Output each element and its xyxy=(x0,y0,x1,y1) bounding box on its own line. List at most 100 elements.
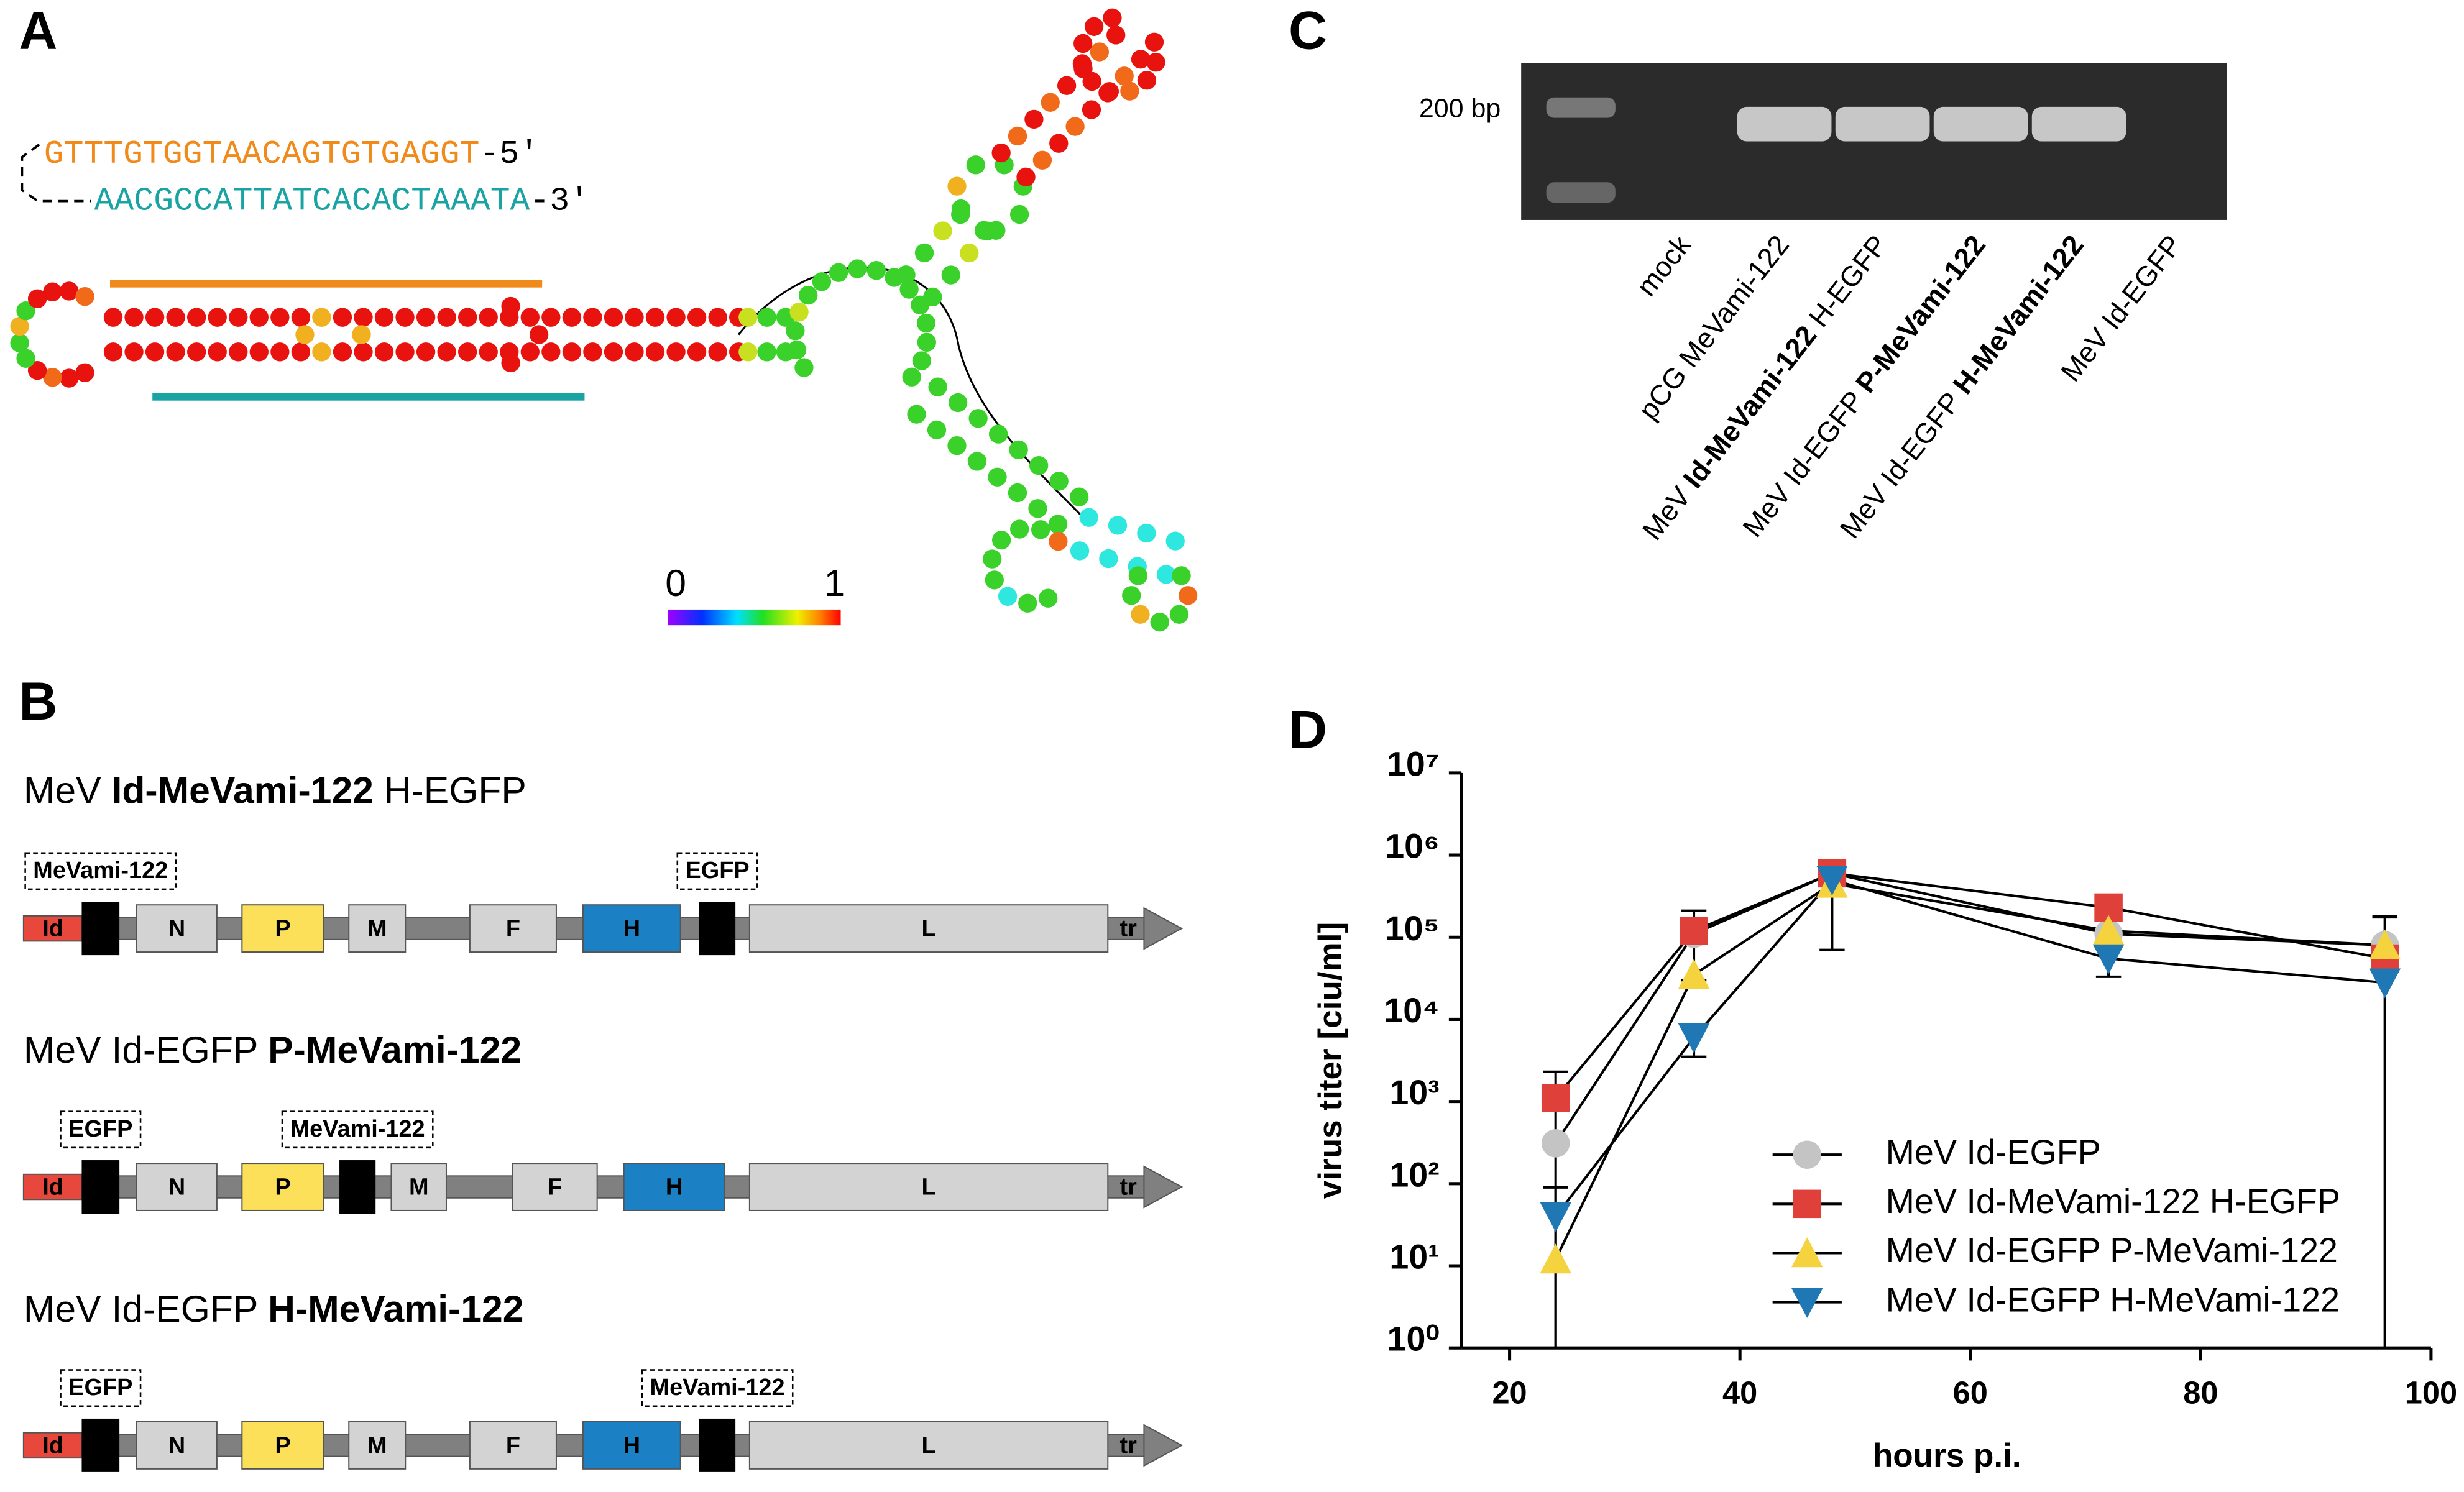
text-part: MeV Id-EGFP xyxy=(24,1028,268,1071)
nucleotide xyxy=(124,308,144,327)
nucleotide xyxy=(1146,53,1165,72)
text-part: mock xyxy=(1630,229,1697,302)
nucleotide xyxy=(988,467,1007,487)
nucleotide xyxy=(479,342,498,362)
nucleotide xyxy=(10,333,29,353)
nucleotide xyxy=(757,342,776,362)
insert-label: EGFP xyxy=(68,1375,132,1401)
nucleotide xyxy=(916,313,936,333)
nucleotide xyxy=(1057,76,1077,95)
nucleotide xyxy=(1024,109,1044,129)
x-tick-label: 40 xyxy=(1722,1375,1757,1410)
nucleotide xyxy=(947,176,967,196)
nucleotide xyxy=(1099,549,1118,569)
gene-label: tr xyxy=(1119,1432,1137,1458)
nucleotide xyxy=(604,342,623,362)
legend-label: MeV Id-EGFP H-MeVami-122 xyxy=(1886,1280,2340,1319)
gene-label: N xyxy=(168,916,185,942)
gene-box xyxy=(748,1421,1109,1470)
nucleotide xyxy=(1031,520,1050,539)
nucleotide xyxy=(1103,8,1122,27)
nucleotide xyxy=(562,308,582,327)
insert-label-box xyxy=(60,1369,142,1407)
nucleotide xyxy=(907,405,926,424)
legend-marker xyxy=(1793,1140,1822,1169)
text-part: MeV xyxy=(24,769,112,812)
gene-label: P xyxy=(275,1174,290,1201)
legend-marker xyxy=(1793,1189,1822,1219)
nucleotide xyxy=(1156,565,1176,584)
nucleotide xyxy=(395,308,415,327)
nucleotide xyxy=(666,308,686,327)
construct-title: MeV Id-EGFP P-MeVami-122 xyxy=(24,1028,522,1071)
gene-label: Id xyxy=(42,1432,63,1458)
insert-label-box xyxy=(24,852,177,890)
gel-band xyxy=(1933,106,2028,142)
nucleotide xyxy=(352,325,371,344)
nucleotide xyxy=(312,342,331,362)
nucleotide xyxy=(708,342,727,362)
nucleotide xyxy=(1009,440,1028,460)
nucleotide xyxy=(1150,612,1169,632)
rna-structure xyxy=(10,8,1198,632)
nucleotide xyxy=(1120,81,1139,101)
gene-box xyxy=(582,904,681,953)
gene-label: F xyxy=(506,1432,520,1458)
nucleotide xyxy=(43,282,62,301)
nucleotide xyxy=(187,308,206,327)
nucleotide xyxy=(187,342,206,362)
insert-box xyxy=(699,1418,736,1472)
nucleotide xyxy=(966,155,985,175)
nucleotide xyxy=(738,342,758,362)
nucleotide xyxy=(1065,117,1085,136)
nucleotide xyxy=(1028,499,1047,518)
nucleotide xyxy=(604,308,623,327)
gene-label: F xyxy=(548,1174,562,1201)
nucleotide xyxy=(625,308,644,327)
gel-band xyxy=(1835,106,1930,142)
panel-label: D xyxy=(1289,700,1327,759)
nucleotide xyxy=(933,221,952,240)
data-point xyxy=(1678,959,1710,989)
nucleotide xyxy=(1041,93,1060,112)
gene-box xyxy=(241,1163,324,1211)
nucleotide xyxy=(529,325,549,344)
insert-label-box xyxy=(676,852,758,890)
nucleotide xyxy=(757,308,776,327)
nucleotide xyxy=(1018,593,1037,613)
ladder-band xyxy=(1546,97,1616,118)
nucleotide xyxy=(145,342,165,362)
x-tick-label: 60 xyxy=(1953,1375,1988,1410)
nucleotide xyxy=(867,261,886,280)
genome-arrow xyxy=(1143,907,1184,950)
nucleotide xyxy=(75,363,94,382)
nucleotide xyxy=(812,272,832,291)
data-point xyxy=(1680,917,1708,945)
legend-label: MeV Id-EGFP xyxy=(1886,1133,2101,1171)
nucleotide xyxy=(437,342,456,362)
gene-box xyxy=(748,1163,1109,1211)
nucleotide xyxy=(10,316,29,336)
nucleotide xyxy=(501,296,520,316)
nucleotide xyxy=(1032,150,1052,170)
nucleotide xyxy=(270,308,290,327)
construct-title: MeV Id-MeVami-122 H-EGFP xyxy=(24,769,526,812)
nucleotide xyxy=(947,436,967,455)
genome-maps: MeV Id-MeVami-122 H-EGFP Id MeVami-122 N P M F… xyxy=(22,769,1184,1472)
nucleotide xyxy=(166,308,185,327)
nucleotide xyxy=(501,353,520,373)
nucleotide xyxy=(1008,126,1027,146)
y-tick-label: 10⁵ xyxy=(1385,909,1440,948)
insert-box xyxy=(339,1160,376,1214)
nucleotide xyxy=(1008,483,1027,503)
y-tick-label: 10⁷ xyxy=(1387,744,1440,783)
nucleotide xyxy=(914,243,934,263)
nucleotide xyxy=(479,308,498,327)
legend-marker xyxy=(1791,1237,1823,1268)
nucleotide xyxy=(967,452,987,471)
nucleotide xyxy=(1165,531,1185,551)
gene-label: N xyxy=(168,1174,185,1201)
nucleotide xyxy=(1010,519,1029,539)
marker-label: 200 bp xyxy=(1419,93,1501,123)
